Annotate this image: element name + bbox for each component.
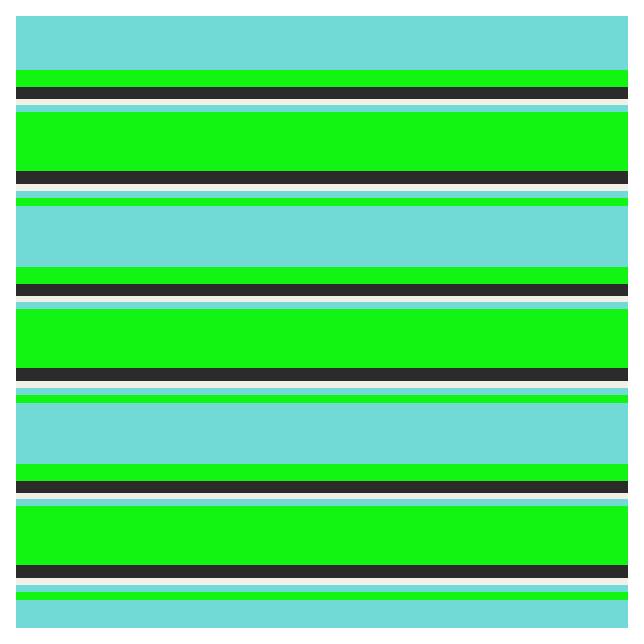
striped-fabric bbox=[16, 16, 628, 628]
